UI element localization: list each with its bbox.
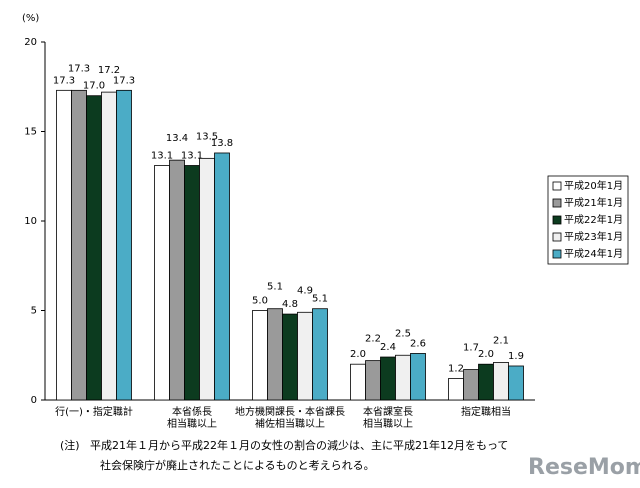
y-tick-label: 10 [24, 216, 37, 227]
value-label: 4.8 [282, 299, 298, 310]
x-tick-label: 地方機関課長・本省課長補佐相当職以上 [235, 405, 345, 430]
bar [395, 354, 411, 401]
value-label: 2.1 [493, 335, 509, 346]
legend-label: 平成21年1月 [564, 196, 623, 209]
value-label: 17.0 [83, 81, 105, 92]
x-tick-label: 本省課室長相当職以上 [363, 405, 413, 430]
bar [312, 308, 328, 401]
legend-swatch [552, 232, 562, 242]
legend-label: 平成22年1月 [564, 213, 623, 226]
bar [154, 165, 170, 401]
bar [86, 95, 102, 401]
y-tick-label: 5 [31, 306, 37, 317]
bar [199, 157, 215, 401]
bar [297, 311, 313, 401]
bar [410, 353, 426, 401]
legend-label: 平成20年1月 [564, 179, 623, 192]
value-label: 17.2 [98, 65, 120, 76]
value-label: 1.9 [508, 351, 524, 362]
value-label: 13.5 [196, 131, 218, 142]
note-line: 社会保険庁が廃止されたことによるものと考えられる。 [100, 458, 375, 472]
bar [184, 165, 200, 401]
bar [508, 365, 524, 401]
x-tick-label: 指定職相当 [461, 405, 511, 418]
legend-swatch [552, 198, 562, 208]
bar [101, 91, 117, 401]
value-label: 2.5 [395, 328, 411, 339]
value-label: 13.8 [211, 138, 233, 149]
bar [493, 362, 509, 401]
x-tick-label: 本省係長相当職以上 [167, 405, 217, 430]
legend-swatch [552, 215, 562, 225]
bar [56, 89, 72, 401]
bar [169, 159, 185, 401]
bar [252, 310, 268, 401]
bar [71, 89, 87, 401]
y-tick-label: 20 [24, 37, 37, 48]
y-tick-label: 0 [31, 395, 37, 406]
watermark: ReseMom [528, 455, 640, 480]
note-label: (注) [60, 438, 80, 452]
value-label: 13.4 [166, 133, 188, 144]
value-label: 5.0 [252, 296, 268, 307]
value-label: 5.1 [312, 294, 328, 305]
bar [350, 363, 366, 401]
bar [365, 360, 381, 401]
value-label: 17.3 [53, 75, 75, 86]
value-label: 4.9 [297, 285, 313, 296]
value-label: 2.2 [365, 334, 381, 345]
note-line: 平成21年１月から平成22年１月の女性の割合の減少は、主に平成21年12月をもっ… [90, 438, 508, 452]
bar [214, 152, 230, 401]
value-label: 17.3 [113, 75, 135, 86]
legend-swatch [552, 249, 562, 259]
legend-label: 平成24年1月 [564, 247, 623, 260]
bar [282, 313, 298, 401]
bar [448, 378, 464, 401]
value-label: 13.1 [151, 151, 173, 162]
value-label: 1.2 [448, 364, 464, 375]
bar [478, 363, 494, 401]
value-label: 2.0 [350, 349, 366, 360]
legend-label: 平成23年1月 [564, 230, 623, 243]
x-tick-label: 行(一)・指定職計 [55, 405, 133, 418]
y-tick-label: 15 [24, 127, 37, 138]
bar [116, 89, 132, 401]
value-label: 17.3 [68, 63, 90, 74]
value-label: 1.7 [463, 343, 479, 354]
value-label: 2.0 [478, 349, 494, 360]
value-label: 13.1 [181, 151, 203, 162]
value-label: 2.6 [410, 338, 426, 349]
bar [267, 308, 283, 401]
bar [463, 369, 479, 401]
y-unit: (%) [22, 13, 39, 24]
legend-swatch [552, 181, 562, 191]
value-label: 2.4 [380, 342, 396, 353]
value-label: 5.1 [267, 282, 283, 293]
bar [380, 356, 396, 401]
